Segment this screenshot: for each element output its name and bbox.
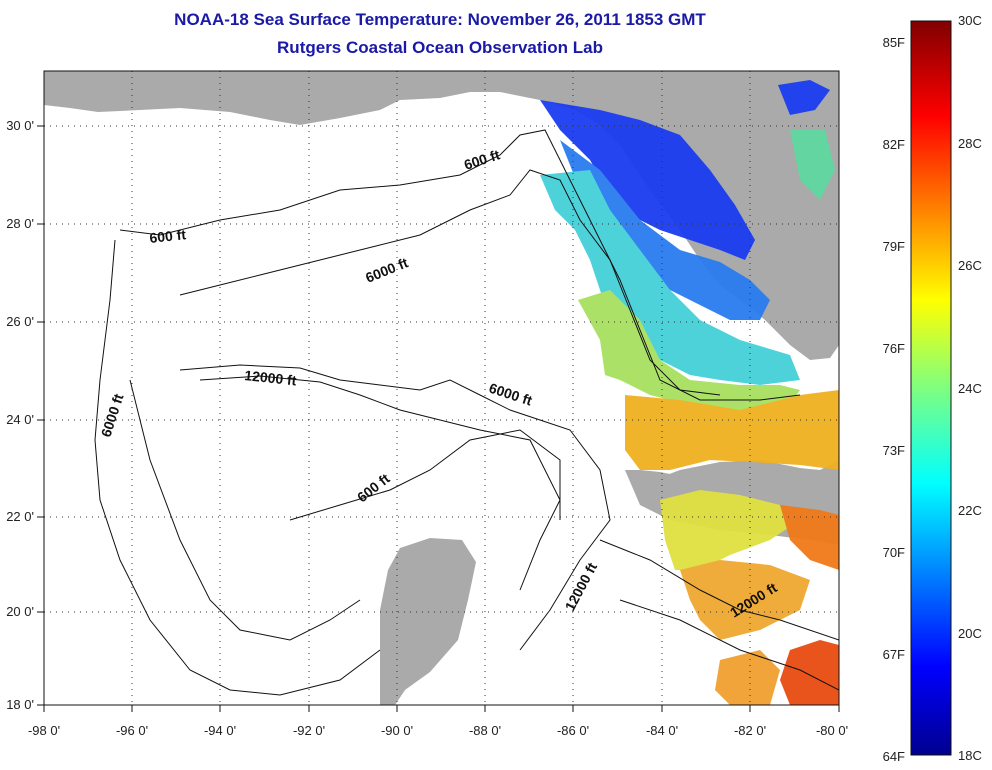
x-tick-label: -96 0' — [116, 723, 148, 738]
bathymetry-contours — [94, 129, 839, 696]
yucatan-land — [380, 538, 476, 705]
colorbar-f-labels: 85F 82F 79F 76F 73F 70F 67F 64F — [883, 35, 905, 764]
y-tick-label: 20 0' — [6, 604, 34, 619]
colorbar — [910, 20, 952, 756]
colorbar-f-label: 85F — [883, 35, 905, 50]
colorbar-f-label: 76F — [883, 341, 905, 356]
contour-label: 12000 ft — [244, 367, 298, 388]
colorbar-c-labels: 30C 28C 26C 24C 22C 20C 18C — [958, 13, 982, 763]
y-tick-label: 28 0' — [6, 216, 34, 231]
y-tick-label: 18 0' — [6, 697, 34, 712]
x-tick-label: -88 0' — [469, 723, 501, 738]
x-tick-label: -82 0' — [734, 723, 766, 738]
x-tick-label: -86 0' — [557, 723, 589, 738]
axis-ticks — [37, 125, 840, 712]
colorbar-c-label: 24C — [958, 381, 982, 396]
colorbar-f-label: 70F — [883, 545, 905, 560]
colorbar-c-label: 20C — [958, 626, 982, 641]
colorbar-f-label: 79F — [883, 239, 905, 254]
x-axis-labels: -98 0' -96 0' -94 0' -92 0' -90 0' -88 0… — [28, 723, 848, 738]
y-tick-label: 24 0' — [6, 412, 34, 427]
colorbar-c-label: 30C — [958, 13, 982, 28]
colorbar-c-label: 26C — [958, 258, 982, 273]
colorbar-f-label: 64F — [883, 749, 905, 764]
x-tick-label: -80 0' — [816, 723, 848, 738]
contour-label: 600 ft — [149, 226, 187, 246]
x-tick-label: -98 0' — [28, 723, 60, 738]
map-subtitle: Rutgers Coastal Ocean Observation Lab — [277, 38, 603, 57]
y-tick-label: 30 0' — [6, 118, 34, 133]
colorbar-c-label: 22C — [958, 503, 982, 518]
colorbar-c-label: 18C — [958, 748, 982, 763]
y-tick-label: 26 0' — [6, 314, 34, 329]
x-tick-label: -92 0' — [293, 723, 325, 738]
colorbar-c-label: 28C — [958, 136, 982, 151]
graticule — [44, 71, 839, 705]
y-axis-labels: 30 0' 28 0' 26 0' 24 0' 22 0' 20 0' 18 0… — [6, 118, 34, 712]
x-tick-label: -90 0' — [381, 723, 413, 738]
map-title: NOAA-18 Sea Surface Temperature: Novembe… — [174, 10, 706, 29]
y-tick-label: 22 0' — [6, 509, 34, 524]
colorbar-f-label: 82F — [883, 137, 905, 152]
colorbar-f-label: 73F — [883, 443, 905, 458]
x-tick-label: -84 0' — [646, 723, 678, 738]
map-frame — [43, 70, 840, 706]
colorbar-f-label: 67F — [883, 647, 905, 662]
x-tick-label: -94 0' — [204, 723, 236, 738]
